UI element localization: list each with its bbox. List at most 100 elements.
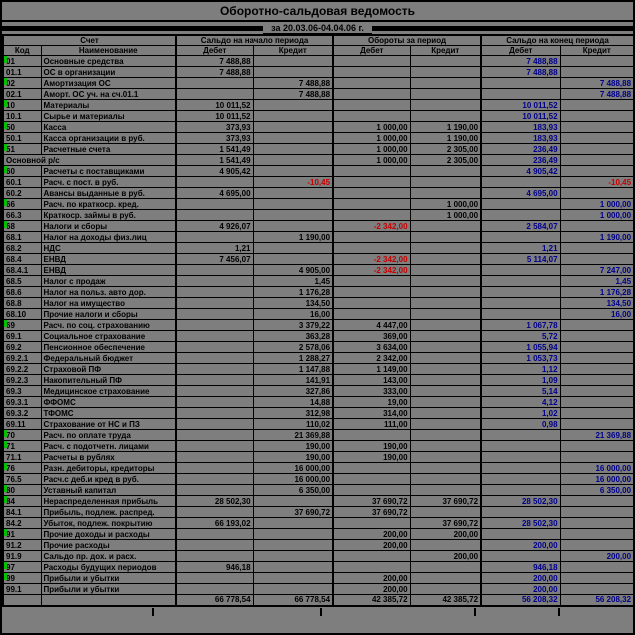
begin-credit-cell[interactable]: 3 379,22	[252, 319, 334, 331]
turnover-credit-cell[interactable]	[409, 99, 482, 111]
begin-credit-cell[interactable]	[252, 66, 334, 78]
end-debit-cell[interactable]	[480, 231, 561, 243]
end-debit-cell[interactable]	[480, 77, 561, 89]
begin-debit-cell[interactable]	[175, 275, 254, 287]
turnover-credit-cell[interactable]	[409, 264, 482, 276]
code-cell[interactable]: Основной р/с	[2, 154, 177, 166]
turnover-debit-cell[interactable]: 200,00	[332, 528, 411, 540]
end-credit-cell[interactable]	[559, 99, 635, 111]
begin-credit-cell[interactable]	[252, 253, 334, 265]
end-debit-cell[interactable]: 1 053,73	[480, 352, 561, 364]
end-debit-cell[interactable]: 1,09	[480, 374, 561, 386]
code-cell[interactable]: 60.1	[2, 176, 42, 188]
end-credit-cell[interactable]	[559, 110, 635, 122]
begin-debit-cell[interactable]: 10 011,52	[175, 110, 254, 122]
turnover-debit-cell[interactable]: 3 634,00	[332, 341, 411, 353]
name-cell[interactable]: Расч. по краткоср. кред.	[40, 198, 177, 210]
begin-debit-cell[interactable]	[175, 286, 254, 298]
name-cell[interactable]: Амортизация ОС	[40, 77, 177, 89]
name-cell[interactable]: Основные средства	[40, 55, 177, 67]
end-credit-cell[interactable]	[559, 121, 635, 133]
begin-credit-cell[interactable]: 190,00	[252, 440, 334, 452]
end-credit-cell[interactable]	[559, 396, 635, 408]
begin-credit-cell[interactable]	[252, 55, 334, 67]
turnover-credit-cell[interactable]	[409, 583, 482, 595]
name-cell[interactable]: Касса организации в руб.	[40, 132, 177, 144]
end-debit-cell[interactable]: 4 695,00	[480, 187, 561, 199]
begin-debit-cell[interactable]	[175, 231, 254, 243]
end-debit-cell[interactable]	[480, 264, 561, 276]
name-cell[interactable]: Расчеты в рублях	[40, 451, 177, 463]
end-debit-cell[interactable]: 5 114,07	[480, 253, 561, 265]
begin-debit-cell[interactable]	[175, 506, 254, 518]
turnover-debit-cell[interactable]	[332, 286, 411, 298]
end-debit-cell[interactable]: 1 067,78	[480, 319, 561, 331]
begin-credit-cell[interactable]: 37 690,72	[252, 506, 334, 518]
turnover-debit-cell[interactable]: 19,00	[332, 396, 411, 408]
code-cell[interactable]: 68.4.1	[2, 264, 42, 276]
code-cell[interactable]: 66.3	[2, 209, 42, 221]
begin-debit-cell[interactable]: 1,21	[175, 242, 254, 254]
turnover-credit-cell[interactable]	[409, 539, 482, 551]
begin-credit-cell[interactable]	[252, 220, 334, 232]
name-cell[interactable]: ЕНВД	[40, 264, 177, 276]
code-cell[interactable]: 69.11	[2, 418, 42, 430]
code-cell[interactable]	[2, 594, 42, 606]
turnover-credit-cell[interactable]	[409, 396, 482, 408]
begin-debit-cell[interactable]	[175, 308, 254, 320]
begin-debit-cell[interactable]	[175, 77, 254, 89]
turnover-credit-cell[interactable]	[409, 308, 482, 320]
code-cell[interactable]: 01	[2, 55, 42, 67]
end-credit-cell[interactable]	[559, 539, 635, 551]
turnover-credit-cell[interactable]: 37 690,72	[409, 495, 482, 507]
code-cell[interactable]: 84	[2, 495, 42, 507]
end-credit-cell[interactable]	[559, 352, 635, 364]
end-credit-cell[interactable]: 1,45	[559, 275, 635, 287]
end-debit-cell[interactable]	[480, 297, 561, 309]
name-cell[interactable]: Расходы будущих периодов	[40, 561, 177, 573]
end-debit-cell[interactable]	[480, 429, 561, 441]
begin-credit-cell[interactable]	[252, 550, 334, 562]
end-debit-cell[interactable]: 28 502,30	[480, 517, 561, 529]
turnover-debit-cell[interactable]: 369,00	[332, 330, 411, 342]
begin-debit-cell[interactable]	[175, 473, 254, 485]
begin-credit-cell[interactable]	[252, 143, 334, 155]
turnover-debit-cell[interactable]: 1 000,00	[332, 132, 411, 144]
name-cell[interactable]: Краткоср. займы в руб.	[40, 209, 177, 221]
end-credit-cell[interactable]	[559, 319, 635, 331]
end-debit-cell[interactable]: 1,02	[480, 407, 561, 419]
end-debit-cell[interactable]	[480, 88, 561, 100]
begin-credit-cell[interactable]: 7 488,88	[252, 77, 334, 89]
end-debit-cell[interactable]: 5,14	[480, 385, 561, 397]
end-debit-cell[interactable]: 10 011,52	[480, 99, 561, 111]
name-cell[interactable]: Прочие налоги и сборы	[40, 308, 177, 320]
end-credit-cell[interactable]: 16 000,00	[559, 462, 635, 474]
code-cell[interactable]: 60.2	[2, 187, 42, 199]
end-credit-cell[interactable]	[559, 561, 635, 573]
begin-debit-cell[interactable]: 373,93	[175, 121, 254, 133]
end-credit-cell[interactable]: 16 000,00	[559, 473, 635, 485]
code-cell[interactable]: 69.3	[2, 385, 42, 397]
name-cell[interactable]: Расчеты с поставщиками	[40, 165, 177, 177]
begin-debit-cell[interactable]	[175, 539, 254, 551]
end-debit-cell[interactable]: 200,00	[480, 539, 561, 551]
name-cell[interactable]: Расч. по оплате труда	[40, 429, 177, 441]
end-debit-cell[interactable]: 236,49	[480, 143, 561, 155]
code-cell[interactable]: 66	[2, 198, 42, 210]
name-cell[interactable]: Сырье и материалы	[40, 110, 177, 122]
begin-credit-cell[interactable]	[252, 528, 334, 540]
code-cell[interactable]: 69.2	[2, 341, 42, 353]
begin-credit-cell[interactable]: 363,28	[252, 330, 334, 342]
end-credit-cell[interactable]: 6 350,00	[559, 484, 635, 496]
end-debit-cell[interactable]	[480, 473, 561, 485]
begin-credit-cell[interactable]: 16,00	[252, 308, 334, 320]
turnover-credit-cell[interactable]	[409, 231, 482, 243]
end-credit-cell[interactable]	[559, 363, 635, 375]
begin-credit-cell[interactable]	[252, 517, 334, 529]
turnover-debit-cell[interactable]	[332, 209, 411, 221]
end-credit-cell[interactable]: -10,45	[559, 176, 635, 188]
begin-debit-cell[interactable]: 7 488,88	[175, 66, 254, 78]
end-debit-cell[interactable]: 7 488,88	[480, 55, 561, 67]
begin-debit-cell[interactable]: 28 502,30	[175, 495, 254, 507]
begin-credit-cell[interactable]	[252, 572, 334, 584]
